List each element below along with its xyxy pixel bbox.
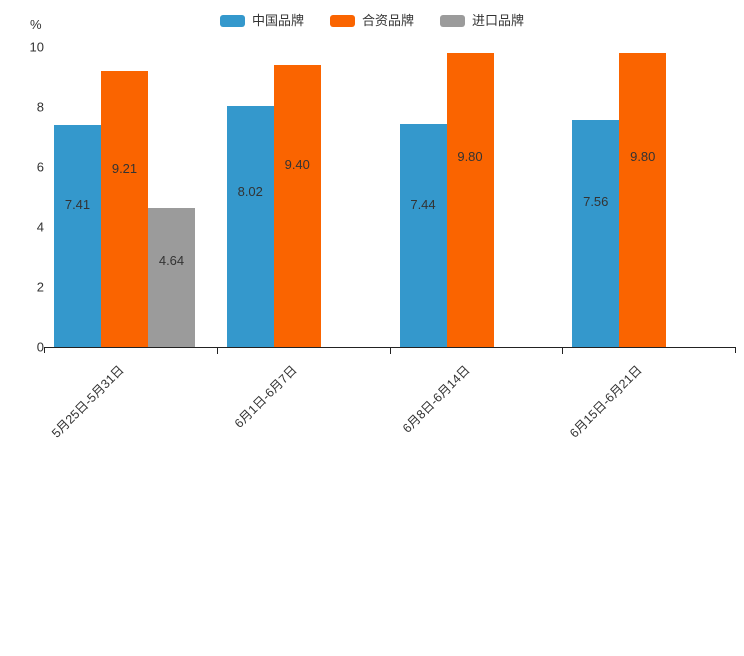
legend-item-label: 进口品牌 <box>472 13 525 28</box>
legend-item-0[interactable]: 中国品牌 <box>219 13 304 28</box>
x-axis-tick <box>44 347 45 353</box>
y-axis-tick-label: 0 <box>36 339 44 355</box>
x-axis-tick <box>562 348 564 354</box>
y-axis-tick-label: 10 <box>29 39 44 55</box>
x-axis-label: 5月25日-5月31日 <box>49 362 127 441</box>
legend-item-label: 中国品牌 <box>251 13 304 28</box>
plot-area: 0 2 4 6 8 10 7.41 9.21 4.64 8.02 9.40 7.44 9.80 7.56… <box>29 39 736 441</box>
x-axis-label: 6月8日-6月14日 <box>399 362 473 436</box>
legend-item-label: 合资品牌 <box>361 13 414 28</box>
bar-chart: 中国品牌 合资品牌 进口品牌 % 0 2 4 6 8 10 7.41 9.21 4.64 8.0… <box>0 14 744 441</box>
bar[interactable]: 9.21 <box>101 70 148 347</box>
x-axis-tick <box>389 348 391 354</box>
y-axis-tick-label: 6 <box>36 159 44 175</box>
legend-swatch-icon <box>329 14 355 27</box>
legend-swatch-icon <box>219 14 245 27</box>
y-axis-tick-label: 2 <box>36 279 44 295</box>
bar[interactable]: 7.56 <box>572 120 620 347</box>
x-axis-tick <box>735 347 736 353</box>
x-axis-label: 6月15日-6月21日 <box>567 362 645 441</box>
legend-item-1[interactable]: 合资品牌 <box>329 13 414 28</box>
x-axis-line <box>44 347 735 348</box>
bar-value-label: 7.41 <box>64 196 91 212</box>
bar-value-label: 9.80 <box>457 149 483 164</box>
y-axis-unit-label: % <box>30 17 42 32</box>
bar[interactable]: 7.41 <box>54 124 101 347</box>
y-axis-tick-label: 8 <box>36 99 44 115</box>
bar-value-label: 9.21 <box>111 160 138 176</box>
legend-item-2[interactable]: 进口品牌 <box>440 14 524 27</box>
y-axis-tick-label: 4 <box>36 219 44 235</box>
chart-legend: 中国品牌 合资品牌 进口品牌 <box>0 14 744 27</box>
bar[interactable]: 4.64 <box>148 207 195 347</box>
bar[interactable]: 9.80 <box>619 53 667 347</box>
bar[interactable]: 9.40 <box>273 65 321 347</box>
bar-value-label: 4.64 <box>158 252 185 268</box>
bar[interactable]: 7.44 <box>399 123 447 347</box>
x-axis-label: 6月1日-6月7日 <box>231 362 300 431</box>
x-axis-tick <box>216 348 218 354</box>
bar-value-label: 7.56 <box>583 194 609 210</box>
bar-value-label: 9.40 <box>284 157 310 172</box>
legend-swatch-icon <box>440 14 465 27</box>
bar[interactable]: 8.02 <box>226 106 274 347</box>
bar[interactable]: 9.80 <box>446 53 494 347</box>
bar-value-label: 9.80 <box>630 149 656 164</box>
bar-value-label: 8.02 <box>237 184 263 200</box>
bar-value-label: 7.44 <box>410 196 436 212</box>
